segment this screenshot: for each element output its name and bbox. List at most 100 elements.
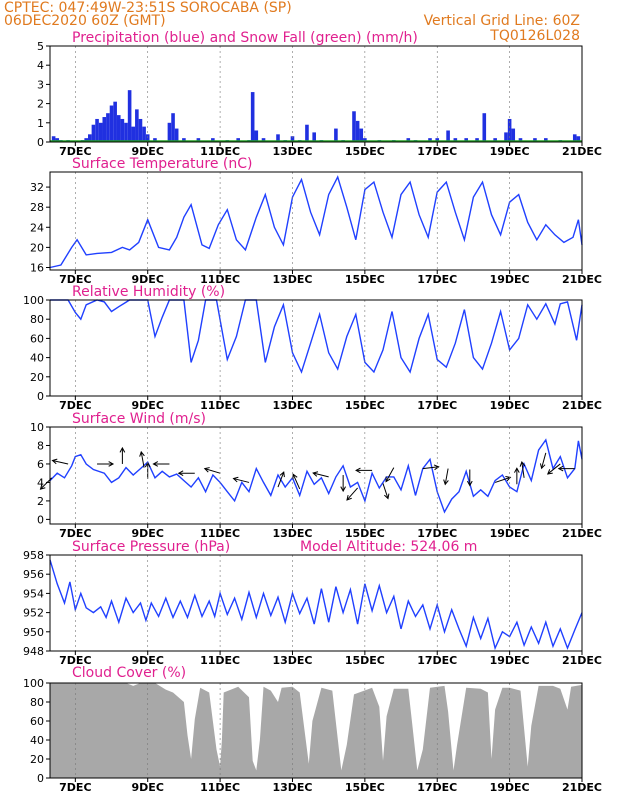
temp-xtick-label: 19DEC [490, 273, 530, 286]
wind-arrow [547, 463, 561, 475]
rh-xtick-label: 19DEC [490, 399, 530, 412]
precip-bar [261, 138, 266, 142]
precip-xtick-label: 13DEC [272, 145, 312, 158]
precip-bar [464, 138, 468, 142]
wind-arrow-head [519, 460, 526, 467]
precip-bar [276, 134, 280, 142]
cloud-frame [49, 682, 583, 779]
wind-arrow-head [514, 467, 520, 473]
precip-bar [312, 132, 316, 142]
header-run-date: 06DEC2020 60Z (GMT) [4, 13, 166, 29]
panel-pressure: Surface Pressure (hPa) Model Altitude: 5… [23, 539, 602, 667]
precip-bar [196, 138, 201, 142]
precip-bar [453, 138, 458, 142]
precip-bar [124, 122, 128, 142]
precip-bar [334, 128, 338, 142]
cloud-xtick-label: 11DEC [200, 781, 240, 794]
precip-bar [359, 128, 364, 142]
wind-arrow-head [177, 470, 184, 477]
cloud-ytick-label: 60 [30, 715, 44, 728]
precip-bar [84, 138, 88, 142]
precip-bar [127, 90, 132, 142]
cloud-title: Cloud Cover (%) [72, 665, 186, 681]
wind-arrow [385, 467, 395, 482]
press-xtick-label: 11DEC [200, 654, 240, 667]
wind-arrow [52, 459, 69, 465]
precip-bar [511, 128, 516, 142]
wind-ytick-label: 8 [37, 439, 44, 452]
wind-arrow-head [232, 476, 239, 483]
wind-arrow-head [384, 493, 390, 500]
wind-ytick-label: 10 [30, 421, 44, 434]
precip-bar [171, 113, 175, 142]
wind-arrow [140, 451, 145, 468]
wind-arrow [277, 471, 285, 488]
press-ytick-label: 956 [23, 568, 44, 581]
rh-xtick-label: 21DEC [562, 399, 602, 412]
precip-xtick-label: 21DEC [562, 145, 602, 158]
precip-xtick-label: 9DEC [132, 145, 164, 158]
precip-bar [290, 136, 295, 142]
press-ytick-label: 948 [23, 645, 44, 658]
wind-arrow-head [557, 465, 564, 472]
precip-xtick-label: 7DEC [59, 145, 91, 158]
precip-bar [91, 124, 96, 142]
precip-bar [88, 134, 92, 142]
wind-arrow-head [292, 473, 298, 480]
rh-line [50, 299, 583, 374]
precip-frame [49, 45, 583, 143]
press-xtick-label: 19DEC [490, 654, 530, 667]
wind-xtick-label: 9DEC [132, 527, 164, 540]
precip-title: Precipitation (blue) and Snow Fall (gree… [72, 30, 418, 46]
wind-arrow-head [203, 467, 210, 473]
wind-xtick-label: 11DEC [200, 527, 240, 540]
wind-arrow [422, 466, 439, 470]
precip-bar [576, 136, 581, 142]
cloud-ytick-label: 0 [37, 772, 44, 785]
wind-arrow-head [505, 475, 512, 482]
precip-bar [135, 109, 139, 142]
cloud-xtick-label: 15DEC [345, 781, 385, 794]
wind-ytick-label: 2 [37, 495, 44, 508]
wind-arrow-head [340, 486, 346, 493]
wind-arrow-head [385, 476, 391, 483]
wind-arrow [233, 478, 250, 483]
precip-ytick-label: 5 [37, 40, 44, 53]
precip-ytick-label: 3 [37, 78, 44, 91]
temp-ytick-label: 24 [30, 221, 44, 234]
precip-bar [55, 138, 60, 142]
panel-temperature: Surface Temperature (nC) 16 20 24 28 32 7DEC 9… [30, 156, 602, 286]
wind-arrow-head [346, 494, 352, 501]
temp-ytick-label: 32 [30, 181, 44, 194]
precip-bar [138, 118, 143, 142]
rh-frame [49, 299, 583, 397]
precip-bar [363, 138, 367, 142]
wind-xtick-label: 17DEC [417, 527, 457, 540]
rh-xtick-label: 7DEC [59, 399, 91, 412]
wind-xtick-label: 15DEC [345, 527, 385, 540]
cloud-xtick-label: 21DEC [562, 781, 602, 794]
wind-arrow [292, 474, 301, 490]
rh-ytick-label: 0 [37, 390, 44, 403]
wind-arrow [346, 487, 358, 501]
precip-bar [544, 138, 548, 142]
header-station: CPTEC: 047:49W-23:51S SOROCABA (SP) [4, 0, 292, 16]
wind-arrow-head [152, 461, 159, 467]
temp-xtick-label: 9DEC [132, 273, 164, 286]
precip-bar [493, 138, 497, 142]
precip-bar [250, 92, 255, 142]
press-ytick-label: 954 [23, 587, 44, 600]
wind-xtick-label: 13DEC [272, 527, 312, 540]
wind-ytick-label: 4 [37, 476, 44, 489]
wind-frame [49, 426, 583, 525]
wind-arrow [444, 468, 449, 485]
model-altitude: Model Altitude: 524.06 m [300, 539, 477, 555]
precip-bar [406, 138, 411, 142]
precip-xtick-label: 17DEC [417, 145, 457, 158]
precip-xtick-label: 11DEC [200, 145, 240, 158]
humidity-title: Relative Humidity (%) [72, 284, 225, 300]
press-xtick-label: 15DEC [345, 654, 385, 667]
wind-arrow-head [279, 471, 285, 478]
temp-xtick-label: 11DEC [200, 273, 240, 286]
precip-bar [355, 120, 360, 142]
